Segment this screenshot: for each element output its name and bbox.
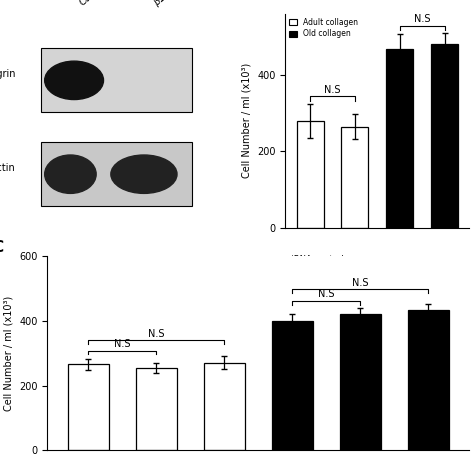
Bar — [431, 44, 458, 228]
Ellipse shape — [45, 155, 96, 193]
Text: N.S: N.S — [114, 339, 130, 349]
Bar — [386, 48, 413, 228]
Text: siRNA control: siRNA control — [287, 255, 344, 264]
Bar — [340, 314, 381, 450]
Text: N.S: N.S — [318, 289, 335, 300]
Ellipse shape — [111, 155, 177, 193]
Text: -: - — [443, 255, 446, 264]
Bar — [136, 368, 177, 450]
Text: -: - — [309, 274, 312, 283]
Text: Ctrl: Ctrl — [78, 0, 98, 8]
Bar — [297, 121, 324, 228]
Y-axis label: Cell Number / ml (x10³): Cell Number / ml (x10³) — [242, 63, 252, 179]
Bar — [272, 321, 313, 450]
Text: β1 integrin: β1 integrin — [151, 0, 199, 8]
Text: C: C — [0, 240, 4, 255]
Bar — [341, 127, 368, 228]
Text: +: + — [441, 274, 448, 283]
Legend: Adult collagen, Old collagen: Adult collagen, Old collagen — [289, 18, 358, 38]
Bar — [408, 310, 449, 450]
Text: -: - — [353, 255, 356, 264]
Text: N.S: N.S — [148, 329, 164, 339]
Text: N.S: N.S — [352, 278, 369, 288]
Text: N.S: N.S — [324, 84, 341, 95]
Text: siRNA β1 integrin: siRNA β1 integrin — [287, 274, 360, 283]
FancyBboxPatch shape — [41, 142, 191, 206]
Ellipse shape — [45, 61, 103, 100]
Text: N.S: N.S — [414, 14, 430, 24]
Bar — [204, 363, 245, 450]
Bar — [68, 365, 109, 450]
FancyBboxPatch shape — [41, 48, 191, 112]
Text: +: + — [351, 274, 359, 283]
Text: -: - — [398, 274, 401, 283]
Text: β1 integrin: β1 integrin — [0, 69, 15, 79]
Text: +: + — [306, 255, 314, 264]
Text: +: + — [396, 255, 403, 264]
Text: Actin: Actin — [0, 163, 15, 173]
Y-axis label: Cell Number / ml (x10³): Cell Number / ml (x10³) — [4, 295, 14, 411]
